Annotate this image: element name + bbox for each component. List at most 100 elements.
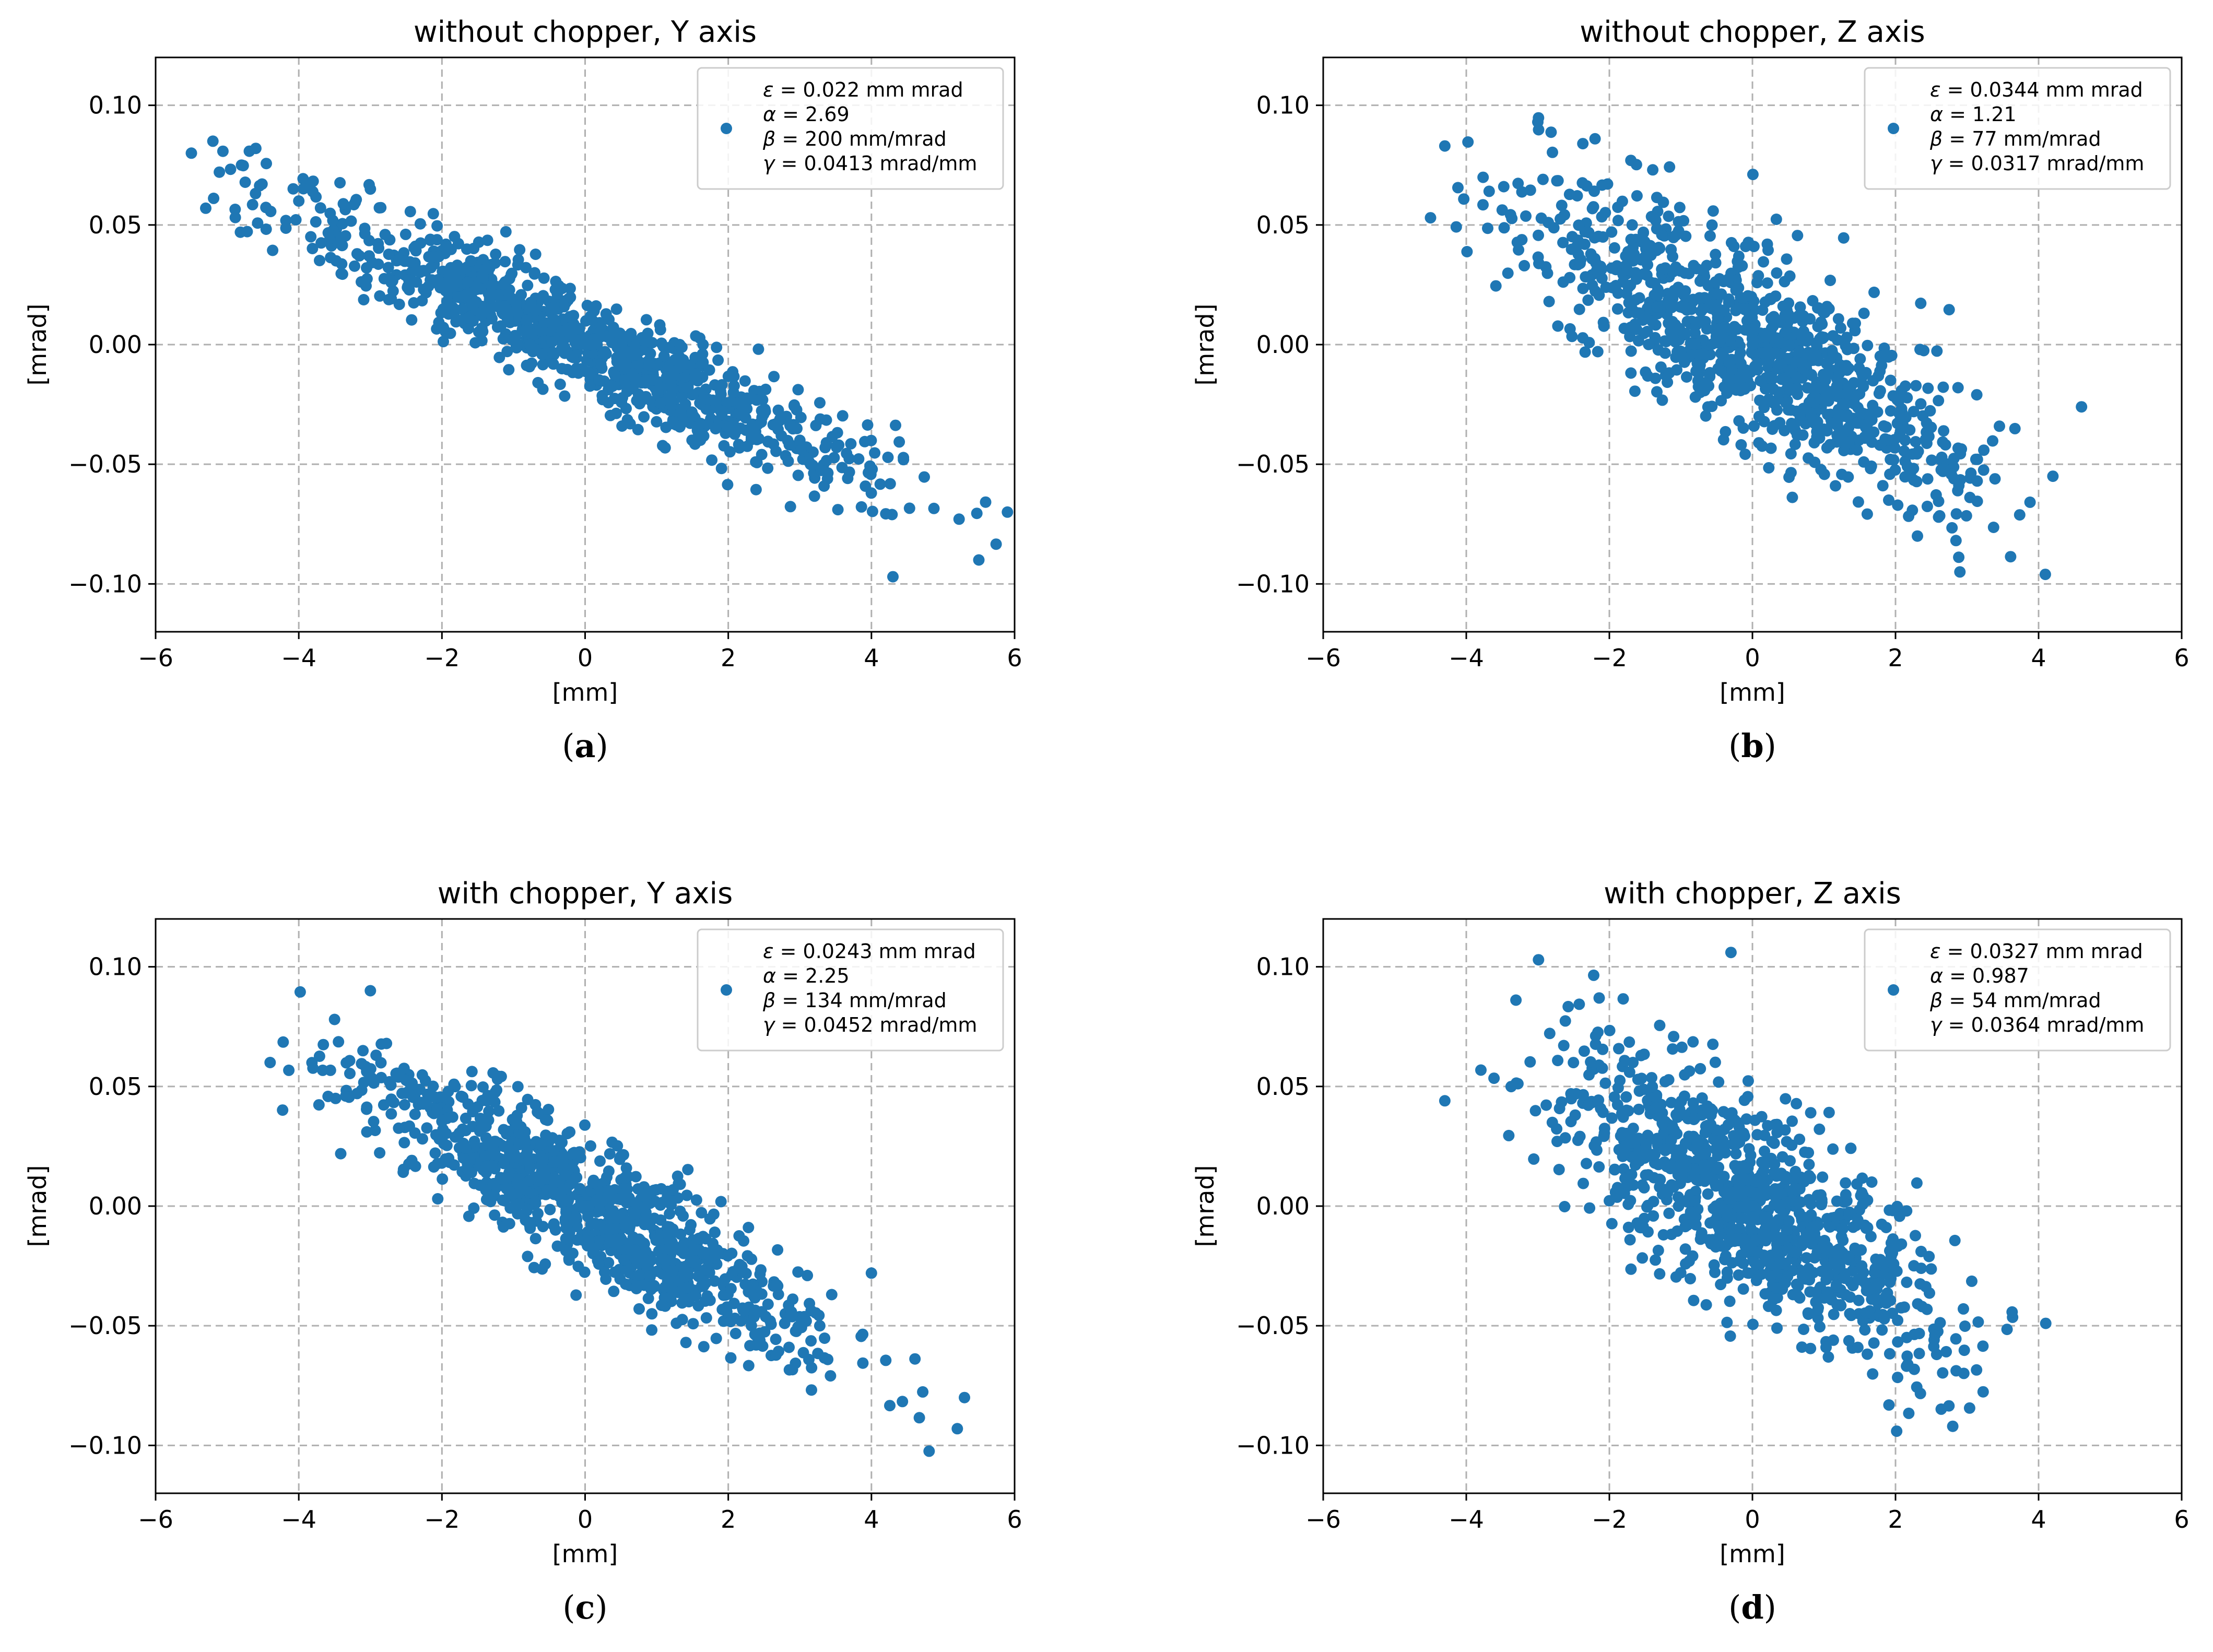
data-point	[1928, 1334, 1940, 1346]
data-point	[562, 1195, 574, 1207]
data-point	[1689, 391, 1701, 403]
data-point	[250, 143, 262, 155]
data-point	[1631, 323, 1643, 335]
data-point	[594, 1204, 606, 1216]
data-point	[568, 1215, 580, 1227]
data-point	[1712, 1220, 1724, 1232]
data-point	[2040, 1317, 2052, 1329]
data-point	[1651, 301, 1663, 313]
data-point	[1545, 126, 1557, 138]
data-point	[409, 1108, 421, 1120]
data-point	[814, 397, 826, 409]
legend-value: = 0.0327 mm mrad	[1941, 940, 2143, 963]
data-point	[568, 318, 580, 330]
data-point	[678, 1237, 690, 1248]
data-point	[337, 198, 349, 210]
data-point	[815, 464, 827, 476]
data-point	[1937, 1367, 1949, 1379]
data-point	[1901, 1350, 1913, 1362]
data-point	[1901, 461, 1913, 473]
data-point	[784, 501, 796, 513]
data-point	[543, 1104, 555, 1115]
y-tick-label: 0.05	[89, 211, 142, 239]
data-point	[1597, 1043, 1609, 1055]
legend-symbol: ε	[1930, 940, 1941, 963]
data-point	[1520, 210, 1532, 222]
data-point	[1585, 248, 1597, 260]
data-point	[559, 390, 571, 402]
data-point	[620, 403, 632, 415]
data-point	[522, 279, 534, 291]
data-point	[2006, 1306, 2018, 1318]
data-point	[261, 158, 272, 170]
data-point	[795, 1321, 807, 1334]
data-point	[1713, 1076, 1725, 1088]
data-point	[502, 307, 514, 319]
subfigure-caption: (d)	[1728, 1588, 1776, 1626]
legend-value: = 2.25	[776, 964, 850, 987]
data-point	[499, 256, 511, 268]
data-point	[515, 289, 527, 301]
data-point	[1753, 410, 1765, 422]
x-tick-label: −4	[1449, 644, 1484, 672]
data-point	[1696, 316, 1708, 328]
data-point	[1582, 1099, 1594, 1111]
data-point	[610, 1213, 622, 1225]
data-point	[1733, 1179, 1745, 1191]
y-tick-label: 0.00	[89, 1192, 142, 1220]
data-point	[1861, 1285, 1873, 1296]
data-point	[608, 1285, 620, 1297]
subfigure-caption: (a)	[562, 727, 608, 765]
data-point	[672, 1170, 684, 1182]
data-point	[843, 453, 855, 465]
data-point	[620, 1170, 632, 1182]
data-point	[1831, 1195, 1843, 1207]
data-point	[1516, 186, 1528, 198]
data-point	[1551, 175, 1563, 187]
data-point	[336, 240, 348, 251]
data-point	[1583, 1069, 1595, 1081]
data-point	[1671, 1111, 1684, 1123]
data-point	[1799, 1146, 1811, 1158]
data-point	[679, 398, 691, 410]
data-point	[414, 218, 426, 230]
data-point	[762, 462, 774, 474]
data-point	[1701, 259, 1713, 272]
data-point	[1738, 1094, 1750, 1106]
data-point	[1576, 177, 1588, 189]
data-point	[866, 505, 878, 517]
data-point	[229, 204, 241, 215]
data-point	[1717, 434, 1729, 446]
data-point	[887, 571, 899, 583]
data-point	[1963, 1402, 1975, 1414]
data-point	[1657, 1229, 1669, 1241]
data-point	[503, 1218, 515, 1230]
x-axis-label: [mm]	[1720, 1540, 1785, 1568]
data-point	[646, 337, 658, 349]
x-axis-label: [mm]	[552, 1540, 618, 1568]
data-point	[1838, 232, 1850, 244]
data-point	[684, 1256, 696, 1268]
data-point	[1874, 1277, 1886, 1289]
data-point	[1498, 181, 1510, 193]
data-point	[1712, 312, 1724, 324]
data-point	[1632, 1073, 1644, 1085]
data-point	[832, 504, 844, 516]
legend-line: ε = 0.022 mm mrad	[763, 78, 963, 101]
data-point	[433, 1133, 445, 1145]
data-point	[1546, 1116, 1558, 1128]
data-point	[783, 439, 795, 451]
data-point	[1739, 324, 1751, 336]
data-point	[1537, 173, 1549, 185]
data-point	[1704, 230, 1716, 242]
data-point	[1892, 1372, 1903, 1384]
data-point	[313, 1099, 325, 1111]
data-point	[1774, 316, 1786, 327]
data-point	[1780, 1093, 1792, 1105]
data-point	[643, 358, 655, 370]
data-point	[1721, 1316, 1733, 1328]
data-point	[1770, 214, 1782, 225]
data-point	[579, 1119, 591, 1131]
chart-title: without chopper, Y axis	[414, 15, 757, 49]
